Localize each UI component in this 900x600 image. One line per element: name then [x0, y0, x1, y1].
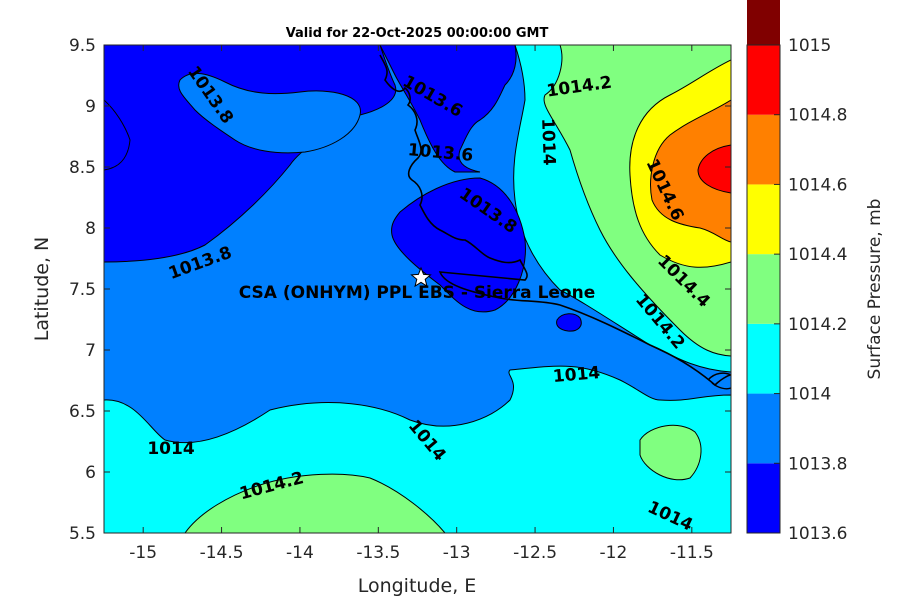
colorbar-frame — [746, 44, 781, 534]
colorbar-segment — [747, 323, 780, 394]
band-1013.6-1013.8-spot — [556, 313, 582, 332]
contour-fill-area — [104, 45, 731, 533]
y-tick-label: 5.5 — [69, 524, 96, 544]
y-tick-label: 7 — [85, 341, 96, 361]
band-1013.6-1013.8-north — [379, 45, 517, 173]
x-tick-label: -11.5 — [670, 543, 714, 563]
colorbar-tick-label: 1014.4 — [788, 245, 847, 265]
chart-title: Valid for 22-Oct-2025 00:00:00 GMT — [286, 26, 549, 41]
colorbar-tick-label: 1014.2 — [788, 315, 847, 335]
y-tick-label: 8 — [85, 219, 96, 239]
band-1013.6-1013.8-center — [391, 177, 526, 313]
x-axis-ticks: -15 -14.5 -14 -13.5 -13 -12.5 -12 -11.5 — [129, 45, 714, 563]
colorbar-segment — [747, 0, 780, 46]
x-tick-label: -12.5 — [513, 543, 557, 563]
y-axis-label: Latitude, N — [31, 237, 53, 342]
x-tick-label: -14 — [286, 543, 314, 563]
y-tick-label: 6.5 — [69, 402, 96, 422]
colorbar-tick-label: 1013.6 — [788, 524, 847, 544]
x-tick-label: -12 — [600, 543, 628, 563]
band-1014.2-1014.4-southeast — [639, 424, 702, 481]
colorbar-tick-label: 1014.8 — [788, 106, 847, 126]
coastline — [379, 54, 731, 387]
colorbar-tick-label: 1014.6 — [788, 175, 847, 195]
colorbar-segment — [747, 45, 780, 115]
band-1014.8-1015 — [697, 144, 731, 194]
station-label: CSA (ONHYM) PPL EBS - Sierra Leone — [239, 283, 596, 303]
y-axis-ticks: 5.5 6 6.5 7 7.5 8 8.5 9 9.5 — [69, 36, 731, 544]
coastline-south — [707, 372, 731, 390]
colorbar-segment — [747, 114, 780, 185]
colorbar-tick-label: 1014 — [788, 385, 831, 405]
colorbar: 1013.6 1013.8 1014 1014.2 1014.4 1014.6 1014.8… — [747, 0, 847, 544]
colorbar-segment — [747, 184, 780, 255]
x-tick-label: -15 — [129, 543, 157, 563]
contour-label: 1014 — [552, 363, 601, 387]
contour-label: 1014 — [147, 439, 194, 459]
x-tick-label: -13 — [443, 543, 471, 563]
x-axis-label: Longitude, E — [358, 575, 477, 597]
band-1014.6-1014.8 — [650, 99, 731, 243]
colorbar-tick-label: 1015 — [788, 36, 831, 56]
x-tick-label: -14.5 — [200, 543, 244, 563]
y-tick-label: 8.5 — [69, 158, 96, 178]
y-tick-label: 9 — [85, 97, 96, 117]
colorbar-label: Surface Pressure, mb — [865, 199, 885, 380]
x-tick-label: -13.5 — [356, 543, 400, 563]
contour-label: 1014 — [537, 118, 559, 166]
y-tick-label: 9.5 — [69, 36, 96, 56]
contour-line-1013.8-west — [104, 99, 131, 171]
band-1014.2-1014.4-south — [184, 473, 446, 533]
y-tick-label: 6 — [85, 463, 96, 483]
colorbar-tick-label: 1013.8 — [788, 454, 847, 474]
contour-line-1013.8-inner — [178, 73, 361, 154]
station-star-icon — [410, 266, 432, 288]
colorbar-segment — [747, 463, 780, 533]
colorbar-segment — [747, 393, 780, 464]
y-tick-label: 7.5 — [69, 280, 96, 300]
colorbar-segment — [747, 254, 780, 324]
